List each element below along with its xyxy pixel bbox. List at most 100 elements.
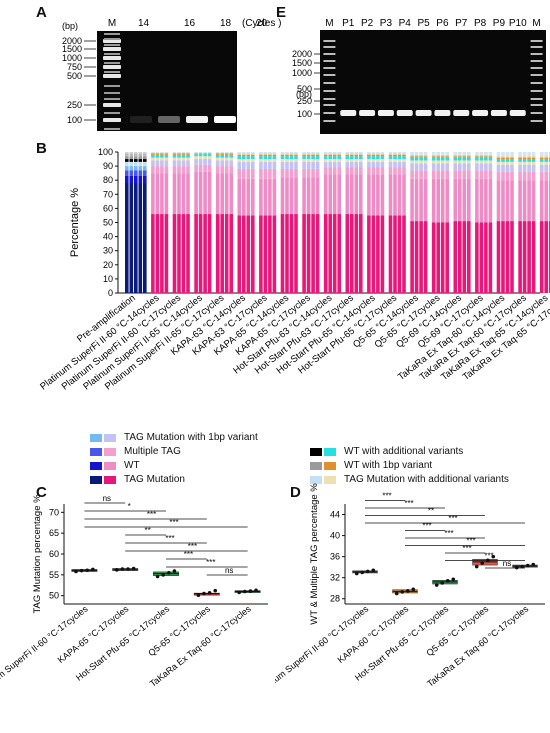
b-bar-segment (323, 214, 328, 293)
b-bar-segment (544, 180, 548, 222)
b-bar-segment (294, 153, 298, 155)
b-bar-segment (138, 153, 143, 157)
box-point (172, 569, 177, 573)
box-point (126, 567, 130, 571)
gel-image-a: (bp) M 14 16 18 20(Cycles ) 200015001000750500… (62, 18, 281, 131)
gel-a-lane-label: 14 (138, 18, 150, 29)
b-bar-segment (419, 157, 423, 161)
b-y-tick-label: 30 (103, 246, 113, 256)
b-bar-segment (479, 163, 484, 171)
b-bar-segment (268, 154, 272, 157)
b-bar-segment (380, 153, 385, 155)
b-bar-segment (453, 170, 458, 179)
b-bar-segment (263, 159, 268, 162)
b-bar-segment (237, 178, 242, 216)
b-bar-segment (345, 159, 350, 162)
b-bar-segment (323, 161, 328, 168)
b-bar-segment (311, 168, 315, 178)
gel-e-ladder-band (530, 46, 543, 48)
gel-e-lane-label: M (325, 18, 333, 29)
b-bar-segment (285, 153, 289, 155)
box-point (202, 591, 206, 596)
b-bar-segment (155, 153, 160, 155)
b-bar-segment (203, 171, 207, 215)
gel-a-ladder-band (104, 33, 120, 35)
b-bar-segment (134, 166, 138, 171)
b-bar-segment (380, 156, 385, 160)
b-bar-segment (143, 152, 147, 154)
b-bar-segment (280, 152, 285, 154)
b-bar-segment (414, 178, 419, 222)
b-bar-segment (419, 221, 423, 293)
b-bar-segment (237, 168, 242, 179)
b-bar-segment (510, 156, 514, 158)
b-bar-segment (501, 156, 505, 158)
b-bar-segment (431, 170, 436, 179)
b-bar-segment (337, 152, 341, 154)
b-bar-segment (332, 214, 337, 293)
b-bar-segment (172, 160, 177, 167)
b-bar-segment (198, 164, 203, 172)
b-bar-segment (359, 156, 363, 160)
b-bar-segment (177, 157, 181, 161)
b-bar-segment (229, 214, 233, 293)
b-y-label: Percentage % (69, 188, 81, 257)
gel-a-ladder-size: 500 (67, 71, 82, 81)
b-bar-segment (177, 153, 181, 155)
b-bar-segment (207, 164, 212, 172)
b-bar-segment (531, 159, 536, 162)
b-bar-segment (220, 154, 224, 158)
b-bar-segment (496, 221, 501, 293)
b-bar-segment (332, 159, 337, 162)
b-bar-segment (268, 161, 272, 169)
b-bar-segment (397, 215, 402, 293)
b-bar-segment (453, 154, 458, 157)
b-bar-segment (160, 160, 164, 167)
gel-e-lane-label: P9 (493, 18, 506, 29)
b-bar-segment (289, 153, 294, 155)
b-bar-segment (181, 160, 186, 167)
gel-e-sample-band (340, 110, 357, 116)
b-bar-segment (419, 160, 423, 164)
b-bar-segment (194, 214, 198, 293)
b-bar-segment (419, 163, 423, 171)
b-bar-segment (164, 157, 169, 161)
b-bar-segment (134, 175, 138, 184)
b-bar-segment (388, 174, 393, 216)
b-bar-segment (522, 221, 527, 293)
b-bar-segment (251, 215, 255, 293)
b-bar-segment (164, 173, 169, 215)
b-bar-segment (125, 152, 129, 154)
sig-label: *** (165, 534, 174, 543)
b-bar-segment (423, 156, 428, 158)
b-bar-segment (380, 174, 385, 216)
legend-swatch (310, 447, 322, 456)
b-bar-segment (527, 171, 531, 181)
b-bar-segment (220, 173, 224, 215)
legend-swatch (310, 461, 322, 470)
b-bar-segment (518, 157, 522, 160)
gel-a-ladder-band (104, 85, 120, 87)
gel-e-ladder-size: 100 (297, 109, 312, 119)
sig-label: *** (462, 544, 471, 553)
b-bar-segment (198, 152, 203, 154)
b-bar-segment (315, 161, 320, 169)
b-bar-segment (475, 170, 479, 179)
gel-a-ladder-band (104, 53, 120, 55)
b-bar-segment (172, 166, 177, 174)
panel-letter-b: B (36, 140, 47, 157)
box-y-tick-label: 65 (49, 528, 59, 538)
b-bar-segment (488, 163, 493, 171)
b-bar-segment (181, 152, 186, 153)
legend-label: Multiple TAG (124, 446, 181, 457)
b-bar-segment (294, 154, 298, 157)
b-bar-segment (423, 221, 428, 293)
b-bar-segment (484, 157, 488, 161)
b-bar-segment (393, 215, 397, 293)
b-bar-segment (505, 159, 510, 162)
b-bar-segment (453, 157, 458, 161)
gel-a-ladder-band (104, 62, 120, 64)
gel-a-ladder-band (104, 98, 120, 100)
gel-a-sample-band (130, 116, 152, 123)
b-bar-segment (328, 161, 332, 168)
